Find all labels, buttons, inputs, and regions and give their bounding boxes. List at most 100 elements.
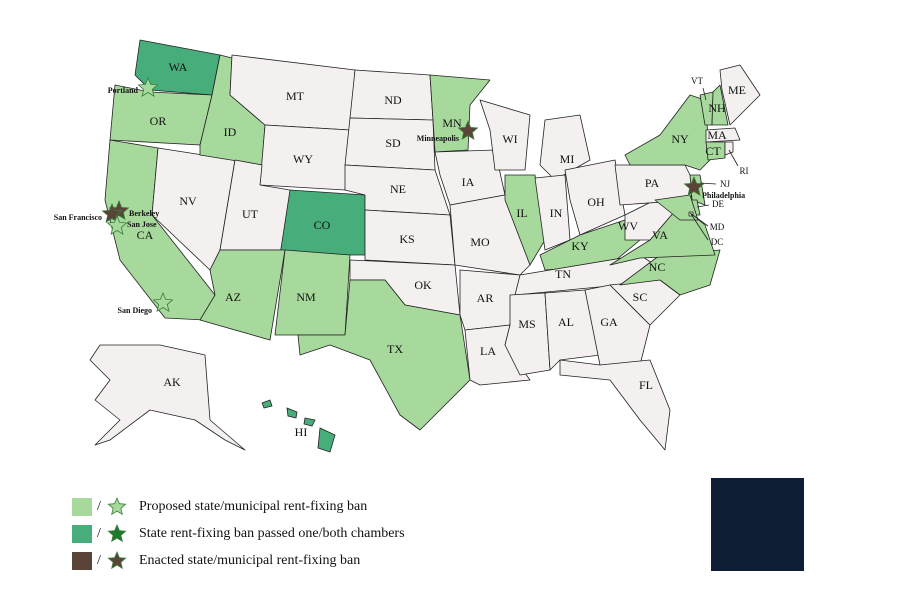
- city-star: [457, 119, 479, 140]
- state-label: VT: [691, 76, 703, 86]
- state-label: WV: [618, 219, 638, 233]
- state-label: IL: [516, 206, 527, 220]
- state-shape: [719, 64, 761, 126]
- state-label: IN: [550, 206, 563, 220]
- state-label: OK: [414, 278, 432, 292]
- legend-swatch: [72, 525, 92, 543]
- state-label: TX: [387, 342, 403, 356]
- state-label: NJ: [720, 179, 730, 189]
- legend-separator: /: [97, 526, 101, 541]
- legend-star: [107, 550, 127, 570]
- state-shape: [504, 174, 546, 266]
- state-label: CA: [137, 228, 154, 242]
- legend-label: State rent-fixing ban passed one/both ch…: [139, 526, 405, 541]
- state-label: OH: [587, 195, 605, 209]
- state-shape: [297, 279, 471, 431]
- city-label: Berkeley: [129, 209, 159, 218]
- state-label: MO: [470, 235, 490, 249]
- state-shape: [544, 289, 601, 371]
- city-label: Minneapolis: [417, 134, 459, 143]
- city-label: San Diego: [118, 306, 152, 315]
- leader-line: [689, 212, 709, 227]
- state-label: NH: [708, 101, 726, 115]
- state-label: SC: [633, 290, 648, 304]
- city-star: [152, 291, 174, 312]
- city-star: [137, 76, 159, 97]
- state-shape: [654, 194, 699, 221]
- state-shape: [429, 74, 491, 153]
- state-shape: [449, 194, 531, 276]
- state-label: CO: [314, 218, 331, 232]
- state-label: MN: [442, 116, 462, 130]
- leader-line: [728, 149, 739, 167]
- state-label: KY: [571, 239, 589, 253]
- legend-swatch: [72, 552, 92, 570]
- city-label: San Jose: [127, 220, 157, 229]
- state-label: WI: [502, 132, 517, 146]
- city-star: [106, 214, 128, 235]
- state-label: MT: [286, 89, 305, 103]
- legend-label: Proposed state/municipal rent-fixing ban: [139, 499, 367, 514]
- state-shape: [89, 344, 246, 451]
- state-shape: [724, 141, 734, 156]
- state-shape: [711, 84, 729, 126]
- state-label: MA: [707, 128, 727, 142]
- state-label: NM: [296, 290, 316, 304]
- legend-star: [107, 496, 127, 516]
- leader-line: [690, 213, 709, 241]
- state-shape: [134, 39, 221, 96]
- state-label: MD: [710, 222, 725, 232]
- city-label: San Francisco: [54, 213, 102, 222]
- state-label: CT: [705, 144, 721, 158]
- leader-line: [702, 87, 707, 101]
- state-label: SD: [385, 136, 401, 150]
- states-layer: [89, 39, 761, 453]
- state-label: AR: [477, 291, 494, 305]
- state-shape: [564, 159, 626, 236]
- state-label: AZ: [225, 290, 241, 304]
- state-label: NC: [649, 260, 666, 274]
- state-label: UT: [242, 207, 259, 221]
- city-label: Portland: [108, 86, 139, 95]
- state-label: WA: [169, 60, 188, 74]
- state-shape: [479, 99, 531, 171]
- state-label: RI: [740, 166, 749, 176]
- state-label: NE: [390, 182, 406, 196]
- city-star: [683, 175, 705, 196]
- legend-separator: /: [97, 499, 101, 514]
- state-shape: [705, 141, 726, 161]
- labels-layer: WA OR CA NV ID MT WY UT CO AZ NM ND SD NE KS OK TX MN IA MO…: [54, 60, 790, 570]
- state-label: WY: [293, 152, 313, 166]
- state-label: KS: [399, 232, 414, 246]
- legend-label: Enacted state/municipal rent-fixing ban: [139, 553, 360, 568]
- leader-line: [696, 204, 710, 208]
- state-label: IA: [462, 175, 475, 189]
- state-label: OR: [150, 114, 167, 128]
- state-label: ND: [384, 93, 402, 107]
- legend-separator: /: [97, 553, 101, 568]
- state-shape: [559, 359, 671, 451]
- state-label: AL: [558, 315, 574, 329]
- state-label: HI: [295, 425, 308, 439]
- state-shape: [261, 399, 273, 409]
- legend-swatch: [72, 498, 92, 516]
- state-label: NY: [671, 132, 689, 146]
- state-label: LA: [480, 344, 496, 358]
- state-label: DC: [711, 237, 724, 247]
- state-shape: [286, 407, 298, 419]
- state-label: ID: [224, 125, 237, 139]
- state-label: PA: [645, 176, 660, 190]
- leader-line: [699, 182, 717, 185]
- state-label: MS: [518, 317, 535, 331]
- state-label: NV: [179, 194, 197, 208]
- state-shape: [303, 417, 316, 427]
- state-label: GA: [600, 315, 618, 329]
- state-label: DE: [712, 199, 724, 209]
- city-label: Philadelphia: [702, 191, 745, 200]
- state-label: MI: [560, 152, 575, 166]
- logo-box: [711, 478, 804, 571]
- state-shape: [584, 284, 651, 366]
- state-shape: [705, 127, 741, 143]
- state-label: FL: [639, 378, 653, 392]
